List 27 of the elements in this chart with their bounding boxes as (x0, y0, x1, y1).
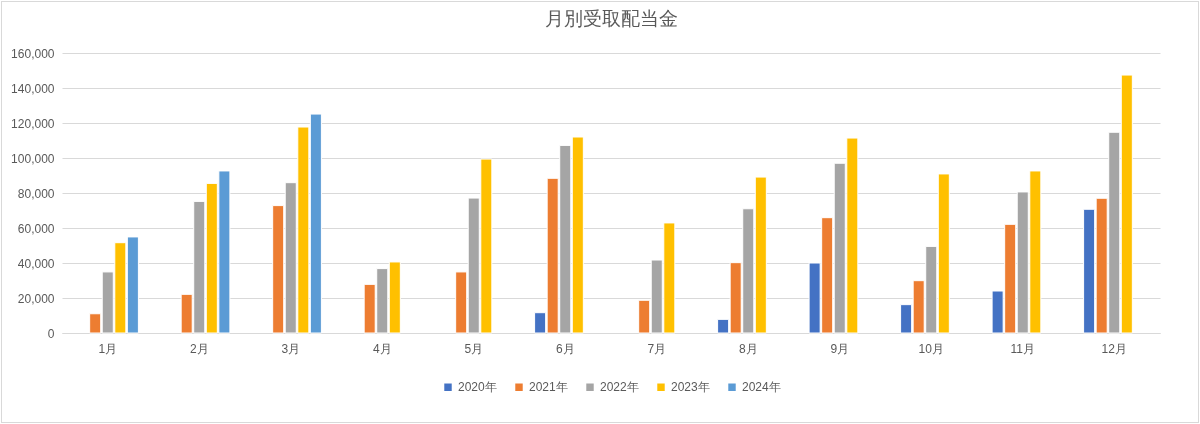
y-tick-label: 140,000 (11, 81, 55, 96)
y-tick-label: 120,000 (11, 116, 55, 131)
legend-label: 2023年 (671, 380, 710, 395)
y-tick-label: 0 (47, 326, 55, 341)
x-tick-label: 3月 (281, 341, 301, 356)
x-tick-label: 1月 (98, 341, 118, 356)
x-tick-label: 7月 (647, 341, 667, 356)
y-tick-label: 100,000 (11, 151, 55, 166)
chart-title: 月別受取配当金 (544, 8, 678, 29)
legend-label: 2020年 (458, 380, 497, 395)
x-tick-label: 9月 (830, 341, 850, 356)
x-tick-label: 4月 (372, 341, 392, 356)
legend-label: 2024年 (742, 380, 781, 395)
y-tick-label: 80,000 (17, 186, 55, 201)
x-tick-label: 6月 (555, 341, 575, 356)
y-tick-label: 160,000 (11, 46, 55, 61)
legend-label: 2021年 (529, 380, 568, 395)
x-tick-label: 5月 (464, 341, 484, 356)
legend-label: 2022年 (600, 380, 639, 395)
x-tick-label: 12月 (1101, 341, 1127, 356)
y-tick-label: 40,000 (17, 256, 55, 271)
x-tick-label: 10月 (918, 341, 944, 356)
y-tick-label: 60,000 (17, 221, 55, 236)
x-tick-label: 11月 (1010, 341, 1035, 356)
x-tick-label: 8月 (738, 341, 758, 356)
x-tick-label: 2月 (189, 341, 209, 356)
y-tick-label: 20,000 (17, 291, 55, 306)
